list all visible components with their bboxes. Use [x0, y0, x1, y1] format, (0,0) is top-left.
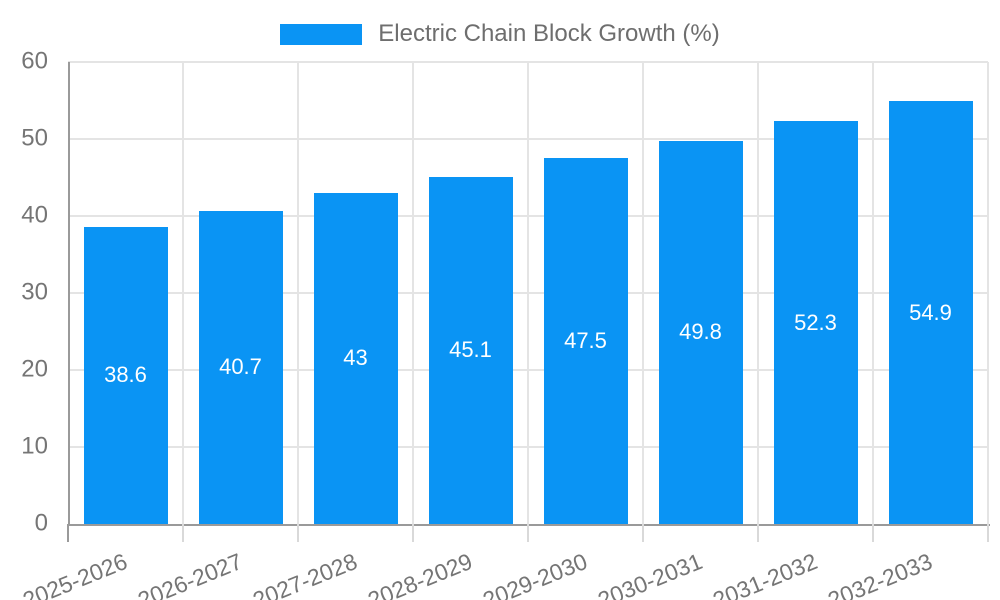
bar-2030-2031: 49.8	[658, 140, 743, 524]
gridline-x-3	[412, 62, 414, 524]
y-tick-label-40: 40	[21, 201, 48, 229]
x-tick-mark-4	[527, 524, 529, 542]
bar-2029-2030: 47.5	[543, 158, 628, 524]
x-tick-mark-2	[297, 524, 299, 542]
bar-value-label: 49.8	[679, 319, 722, 345]
gridline-x-5	[642, 62, 644, 524]
x-tick-mark-1	[182, 524, 184, 542]
bar-value-label: 40.7	[219, 354, 262, 380]
bar-2031-2032: 52.3	[773, 121, 858, 524]
bar-value-label: 54.9	[909, 299, 952, 325]
y-tick-label-10: 10	[21, 432, 48, 460]
y-tick-label-60: 60	[21, 47, 48, 75]
x-tick-mark-7	[872, 524, 874, 542]
gridline-x-8	[987, 62, 989, 524]
y-axis-line	[68, 62, 70, 524]
bar-2027-2028: 43	[313, 192, 398, 524]
bar-value-label: 38.6	[104, 362, 147, 388]
legend: Electric Chain Block Growth (%)	[0, 20, 1000, 48]
x-tick-mark-6	[757, 524, 759, 542]
bar-2028-2029: 45.1	[428, 176, 513, 524]
bar-2032-2033: 54.9	[888, 101, 973, 524]
bar-value-label: 47.5	[564, 328, 607, 354]
bar-value-label: 52.3	[794, 309, 837, 335]
x-tick-mark-8	[987, 524, 989, 542]
gridline-x-7	[872, 62, 874, 524]
x-tick-mark-0	[67, 524, 69, 542]
bar-value-label: 43	[343, 345, 368, 371]
legend-label: Electric Chain Block Growth (%)	[378, 20, 720, 47]
x-tick-label-2025-2026: 2025-2026	[18, 547, 131, 600]
gridline-x-4	[527, 62, 529, 524]
x-axis-line	[68, 524, 990, 526]
gridline-x-6	[757, 62, 759, 524]
x-tick-mark-3	[412, 524, 414, 542]
y-tick-label-0: 0	[34, 509, 48, 537]
bar-2026-2027: 40.7	[198, 210, 283, 524]
bar-2025-2026: 38.6	[83, 226, 168, 524]
y-tick-label-20: 20	[21, 355, 48, 383]
bar-value-label: 45.1	[449, 337, 492, 363]
gridline-x-2	[297, 62, 299, 524]
y-tick-label-50: 50	[21, 124, 48, 152]
legend-swatch	[280, 23, 363, 45]
y-tick-label-30: 30	[21, 278, 48, 306]
x-tick-mark-5	[642, 524, 644, 542]
gridline-x-1	[182, 62, 184, 524]
